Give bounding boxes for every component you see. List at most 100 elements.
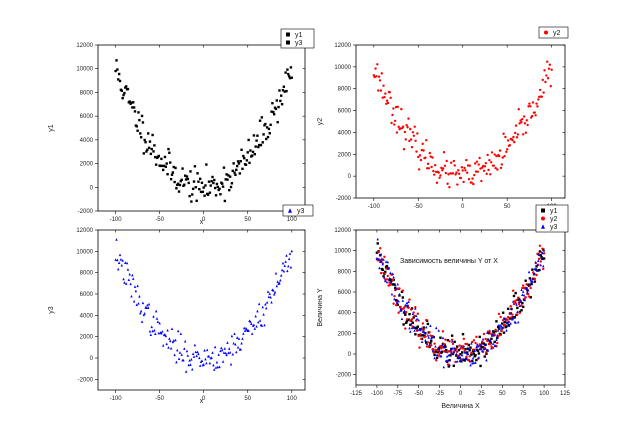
data-point-y2 <box>465 342 469 346</box>
data-point-y2 <box>478 156 481 160</box>
data-point-y3 <box>156 320 160 324</box>
data-point-y1 <box>285 89 288 93</box>
data-point-y2 <box>441 330 445 333</box>
data-point-y2 <box>538 88 542 92</box>
data-point-y2 <box>529 286 532 290</box>
data-point-y1 <box>184 174 187 177</box>
data-point-y2 <box>493 153 496 156</box>
data-point-y1 <box>486 338 490 341</box>
x-tick-label: 50 <box>244 217 251 223</box>
data-point-y2 <box>541 247 544 250</box>
data-point-y2 <box>496 341 499 345</box>
data-point-y2 <box>484 337 487 341</box>
data-point-y3 <box>213 345 217 349</box>
data-point-y2 <box>400 107 403 111</box>
data-point-y2 <box>510 316 513 319</box>
data-point-y1 <box>193 165 197 168</box>
data-point-y1 <box>115 59 118 62</box>
data-point-y3 <box>226 341 229 344</box>
data-point-y2 <box>383 255 386 259</box>
data-point-y1 <box>539 254 542 257</box>
data-point-y1 <box>176 182 180 186</box>
data-point-y3 <box>279 278 282 282</box>
data-point-y2 <box>391 278 394 282</box>
data-point-y3 <box>432 335 435 338</box>
data-point-y3 <box>462 344 466 348</box>
y-tick-label: 6000 <box>80 114 94 120</box>
data-point-y1 <box>439 336 442 339</box>
data-point-y3 <box>399 309 402 312</box>
data-point-y2 <box>379 247 382 250</box>
x-tick-label: 50 <box>499 391 506 397</box>
data-point-y1 <box>477 352 481 355</box>
data-point-y3 <box>435 353 439 356</box>
data-point-y3 <box>532 272 536 276</box>
data-point-y2 <box>526 123 529 127</box>
data-point-y1 <box>245 159 249 162</box>
data-point-y3 <box>457 355 461 358</box>
data-point-y2 <box>451 172 455 175</box>
data-point-y3 <box>179 332 182 336</box>
data-point-y1 <box>136 129 139 132</box>
data-point-y3 <box>481 349 484 353</box>
data-point-y1 <box>213 186 217 190</box>
data-point-y2 <box>431 348 435 351</box>
data-point-y3 <box>480 347 483 351</box>
data-point-y2 <box>390 121 393 125</box>
data-point-y2 <box>481 164 485 168</box>
data-point-y2 <box>482 169 486 172</box>
data-point-y1 <box>490 337 493 340</box>
data-point-y2 <box>447 173 450 176</box>
y-tick-label: 2000 <box>338 152 352 158</box>
data-point-y1 <box>280 94 283 97</box>
data-points <box>114 238 293 373</box>
data-point-y1 <box>451 352 455 356</box>
data-point-y1 <box>450 347 453 351</box>
data-point-y2 <box>441 167 445 170</box>
data-point-y3 <box>184 339 187 343</box>
data-point-y1 <box>209 184 212 187</box>
data-point-y2 <box>380 72 383 75</box>
data-point-y2 <box>524 296 527 299</box>
data-point-y3 <box>122 277 125 281</box>
data-point-y3 <box>537 253 541 256</box>
data-point-y1 <box>393 283 396 286</box>
data-point-y3 <box>232 341 235 345</box>
data-point-y3 <box>280 268 284 272</box>
x-tick-label: -125 <box>350 391 363 397</box>
data-point-y3 <box>239 348 242 351</box>
data-point-y2 <box>397 311 400 314</box>
y-tick-label: 2000 <box>80 335 94 341</box>
data-point-y1 <box>165 162 168 165</box>
data-point-y2 <box>520 304 523 307</box>
data-point-y3 <box>453 346 456 350</box>
data-point-y1 <box>256 134 259 137</box>
data-point-y3 <box>270 300 273 304</box>
data-point-y3 <box>420 340 424 343</box>
data-point-y3 <box>483 343 486 347</box>
data-point-y3 <box>505 328 508 332</box>
x-tick-label: 125 <box>560 391 571 397</box>
data-point-y2 <box>377 89 380 92</box>
data-point-y2 <box>521 117 524 121</box>
data-point-y3 <box>394 283 397 287</box>
data-point-y2 <box>460 166 464 169</box>
x-tick-label: 25 <box>478 391 485 397</box>
data-point-y3 <box>440 354 443 358</box>
data-point-y3 <box>233 332 236 336</box>
data-point-y1 <box>179 179 182 183</box>
data-point-y3 <box>532 277 535 280</box>
data-point-y2 <box>518 311 522 315</box>
data-point-y3 <box>379 260 382 263</box>
data-point-y2 <box>392 107 395 110</box>
data-point-y2 <box>379 89 383 92</box>
data-point-y2 <box>438 176 441 180</box>
data-point-y1 <box>152 150 155 153</box>
data-point-y1 <box>529 296 532 299</box>
data-point-y1 <box>426 322 430 326</box>
data-point-y2 <box>523 122 527 125</box>
data-point-y2 <box>545 74 548 77</box>
data-point-y3 <box>153 328 156 332</box>
data-point-y3 <box>511 300 515 303</box>
data-point-y3 <box>235 350 238 354</box>
